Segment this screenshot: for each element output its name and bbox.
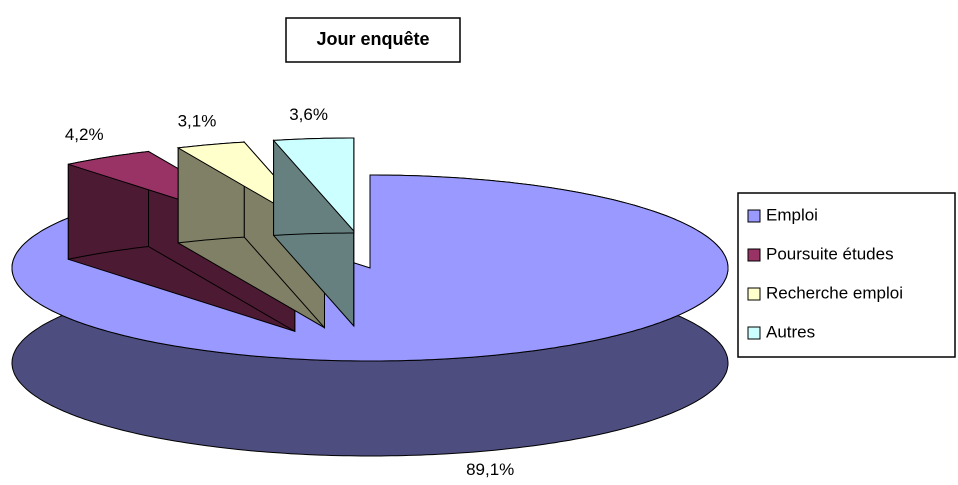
title-box	[285, 17, 461, 63]
slice	[272, 137, 355, 233]
legend-label: Autres	[766, 322, 815, 341]
data-label: 3,6%	[289, 105, 328, 124]
legend-box	[737, 192, 956, 358]
legend-swatch	[747, 287, 761, 301]
data-label: 4,2%	[65, 125, 104, 144]
legend-label: Emploi	[766, 205, 818, 224]
legend-swatch	[747, 209, 761, 223]
data-label: 89,1%	[466, 460, 514, 479]
legend-label: Recherche emploi	[766, 283, 903, 302]
legend-swatch	[747, 248, 761, 262]
legend-label: Poursuite études	[766, 244, 894, 263]
data-label: 3,1%	[178, 111, 217, 130]
chart-title: Jour enquête	[316, 29, 429, 49]
legend-swatch	[747, 326, 761, 340]
